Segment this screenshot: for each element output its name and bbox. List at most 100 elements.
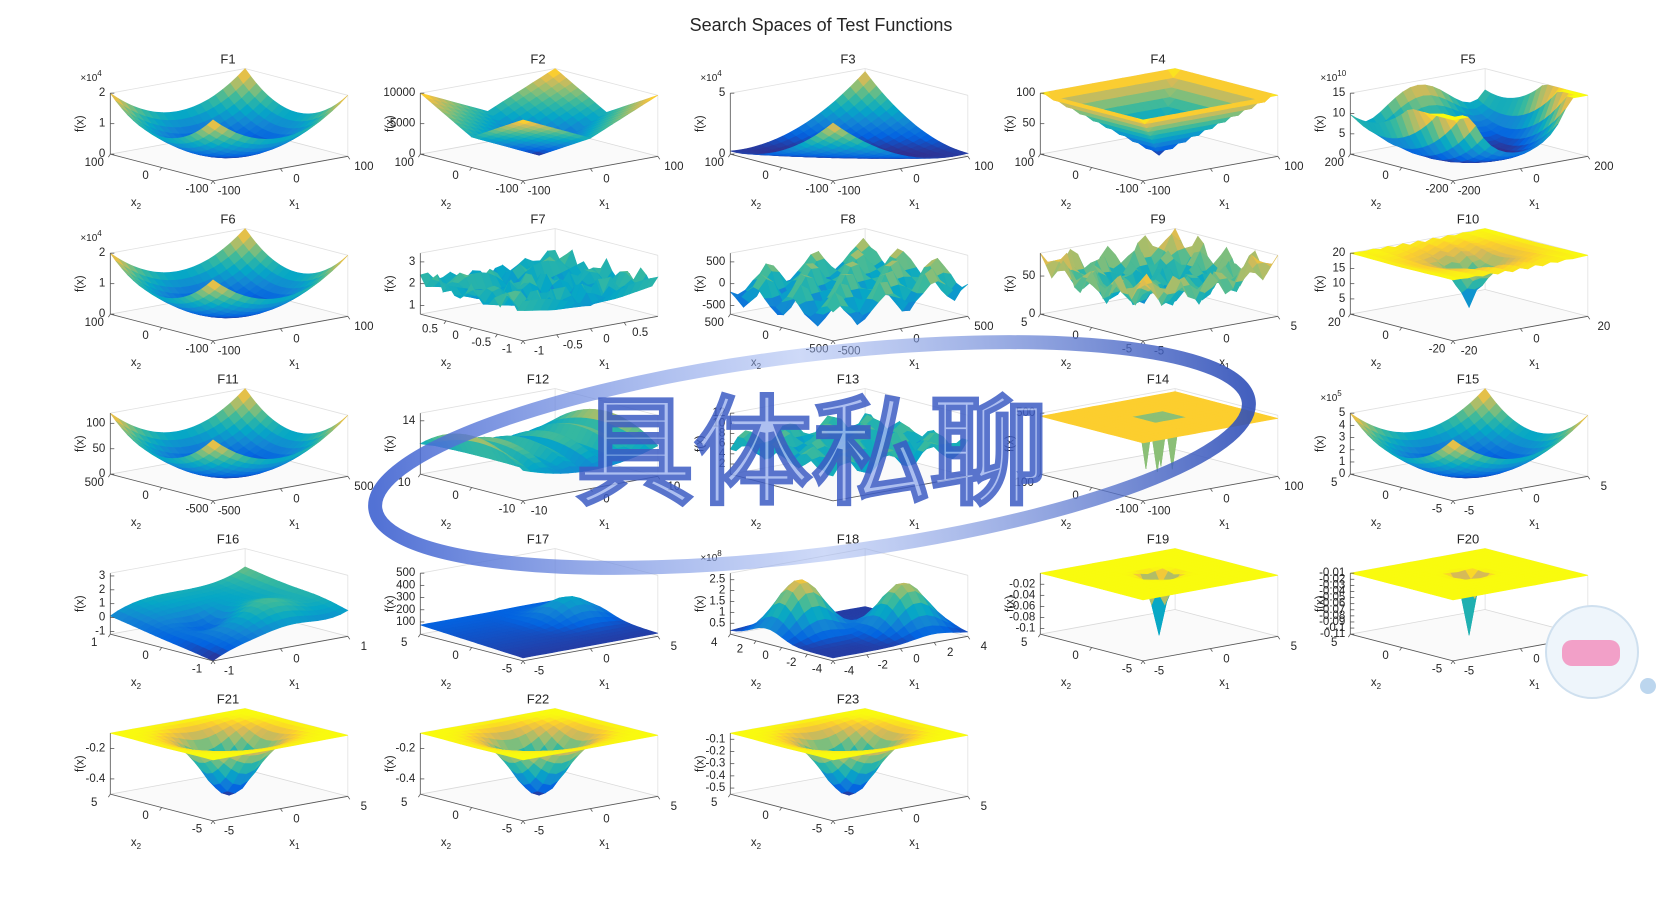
figure-title: Search Spaces of Test Functions xyxy=(690,15,953,35)
z-axis-label: f(x) xyxy=(74,275,86,292)
x1-tick-label: 500 xyxy=(354,481,373,493)
z-tick-label: 100 xyxy=(1016,87,1035,99)
x2-tick-label: 20 xyxy=(1328,317,1341,329)
x1-tick xyxy=(1520,328,1523,332)
z-axis-label: f(x) xyxy=(1004,115,1016,132)
x1-tick xyxy=(522,180,526,185)
z-tick-label: 50 xyxy=(93,443,106,455)
x1-tick-label: 0 xyxy=(1223,173,1229,185)
surface-patch xyxy=(516,119,532,125)
label-sub: 2 xyxy=(1067,202,1072,211)
label-sub: 2 xyxy=(137,362,142,371)
x2-tick-label: 200 xyxy=(1325,157,1344,169)
x1-tick-label: 0 xyxy=(293,333,299,345)
x1-tick-label: -200 xyxy=(1458,186,1481,198)
x1-axis-label: x1 xyxy=(909,357,920,371)
x2-axis-label: x2 xyxy=(441,357,452,371)
x2-axis-label: x2 xyxy=(131,197,142,211)
x2-tick xyxy=(159,167,162,171)
x2-tick xyxy=(159,487,162,491)
x1-tick-label: 100 xyxy=(354,161,373,173)
x1-tick xyxy=(590,168,593,172)
x1-tick xyxy=(347,316,351,320)
surface xyxy=(1040,68,1278,156)
surface xyxy=(1040,227,1279,307)
z-tick-label: 0 xyxy=(99,148,105,160)
x1-tick xyxy=(212,180,216,185)
label-base: x xyxy=(909,197,915,209)
label-base: x xyxy=(289,197,295,209)
x1-tick-label: -100 xyxy=(218,186,241,198)
box-edge xyxy=(110,68,246,94)
x1-axis-label: x1 xyxy=(599,197,610,211)
surface xyxy=(110,388,349,479)
x2-tick-label: 100 xyxy=(85,157,104,169)
label-base: x xyxy=(1529,197,1535,209)
x2-tick-label: 100 xyxy=(85,317,104,329)
box-edge xyxy=(865,68,968,96)
surface-patch xyxy=(110,252,124,267)
x2-tick xyxy=(1089,327,1092,331)
x2-tick-label: 0 xyxy=(1382,330,1388,342)
exponent-power: 4 xyxy=(717,69,722,78)
z-tick-label: 10000 xyxy=(383,87,415,99)
x2-tick xyxy=(1399,167,1402,171)
box-edge xyxy=(730,68,866,94)
x1-tick-label: 0 xyxy=(1533,173,1539,185)
x1-tick-label: 5 xyxy=(1291,321,1297,333)
subplot-title: F4 xyxy=(1150,51,1165,66)
x1-tick-label: 100 xyxy=(664,161,683,173)
z-tick-label: 5 xyxy=(719,87,725,99)
x1-tick-label: -1 xyxy=(534,346,544,358)
label-sub: 1 xyxy=(605,202,610,211)
z-tick-label: 3 xyxy=(409,256,415,268)
x1-tick xyxy=(657,156,661,160)
x1-tick-label: 500 xyxy=(974,321,993,333)
x1-tick-label: 0 xyxy=(603,173,609,185)
z-axis-label: f(x) xyxy=(1314,115,1326,132)
x1-tick xyxy=(522,500,526,505)
x1-tick xyxy=(1277,156,1281,160)
x1-tick xyxy=(967,156,971,160)
x1-tick xyxy=(556,334,560,338)
z-tick-label: 1 xyxy=(99,118,105,130)
box-edge xyxy=(865,228,968,256)
z-exponent: ×104 xyxy=(80,229,102,244)
x2-tick xyxy=(495,334,498,338)
x1-tick xyxy=(522,340,526,345)
x2-tick xyxy=(107,473,111,478)
x1-tick-label: 20 xyxy=(1597,321,1610,333)
z-tick-label: 15 xyxy=(1333,87,1346,99)
x1-tick xyxy=(347,476,351,480)
x1-tick xyxy=(900,168,903,172)
x2-tick-label: 0 xyxy=(1382,170,1388,182)
z-exponent: ×104 xyxy=(700,69,722,84)
x1-tick xyxy=(1142,180,1146,185)
z-tick-label: 2 xyxy=(409,278,415,290)
z-tick-label: 15 xyxy=(1333,262,1346,274)
x2-tick xyxy=(443,320,447,325)
z-tick-label: 0 xyxy=(719,278,725,290)
subplot-title: F7 xyxy=(530,211,545,226)
x2-tick-label: 100 xyxy=(1015,157,1034,169)
exponent-power: 10 xyxy=(1337,69,1346,78)
x1-tick-label: 100 xyxy=(1284,161,1303,173)
x2-tick-label: -200 xyxy=(1425,184,1448,196)
x1-tick-label: 0 xyxy=(293,173,299,185)
label-sub: 1 xyxy=(295,522,300,531)
x1-tick xyxy=(1587,316,1591,320)
x2-tick xyxy=(1037,153,1041,158)
label-sub: 2 xyxy=(1067,362,1072,371)
x2-axis-label: x2 xyxy=(131,357,142,371)
x2-tick-label: -100 xyxy=(185,184,208,196)
x2-tick-label: -1 xyxy=(502,344,512,356)
x1-tick xyxy=(1277,316,1281,320)
z-tick-label: -500 xyxy=(702,299,725,311)
x2-tick xyxy=(417,473,421,478)
x2-tick-label: -100 xyxy=(805,184,828,196)
x2-tick-label: 500 xyxy=(705,317,724,329)
x2-tick xyxy=(1450,180,1454,185)
